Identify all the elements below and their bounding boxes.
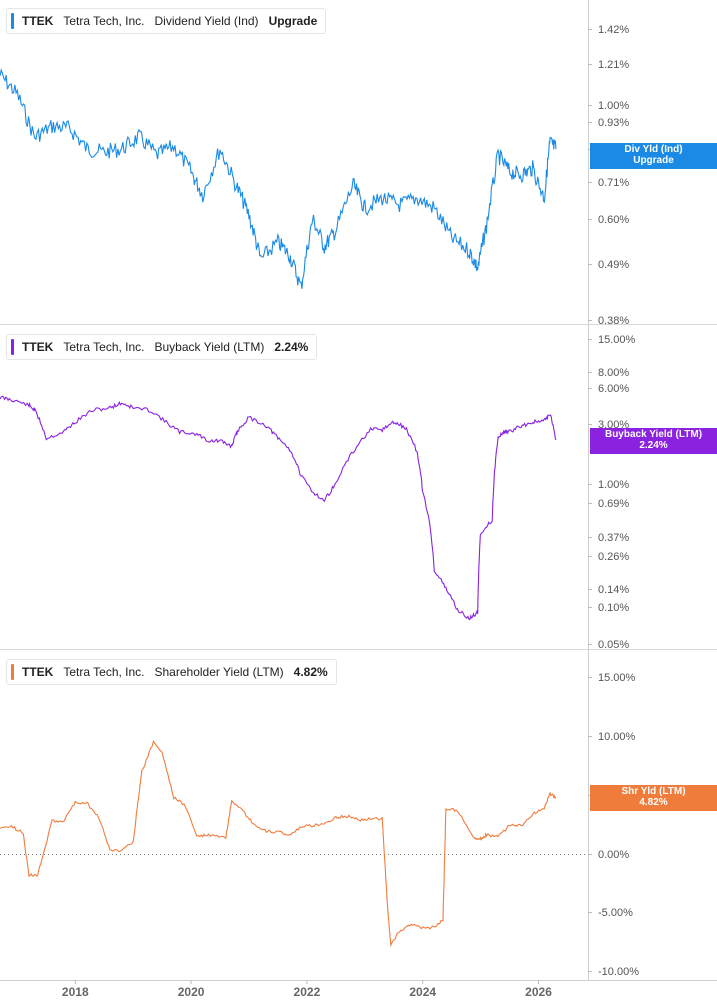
y-tick-label: 1.21% xyxy=(598,59,629,71)
legend-ticker: TTEK xyxy=(22,14,54,28)
legend-value: 2.24% xyxy=(274,340,309,354)
legend-shareholder-yield: TTEK Tetra Tech, Inc. Shareholder Yield … xyxy=(6,659,337,685)
tag-value: 2.24% xyxy=(639,440,668,451)
series-line-buyback-yield xyxy=(0,395,557,621)
x-tick-label: 2020 xyxy=(178,985,205,999)
x-tick-label: 2024 xyxy=(409,985,436,999)
y-tick-label: 0.60% xyxy=(598,214,629,226)
legend-ticker: TTEK xyxy=(22,665,54,679)
legend-metric: Shareholder Yield (LTM) xyxy=(154,665,284,679)
legend-dividend-yield: TTEK Tetra Tech, Inc. Dividend Yield (In… xyxy=(6,8,327,34)
series-color-swatch xyxy=(11,13,14,29)
y-tick-label: 0.69% xyxy=(598,498,629,510)
last-value-tag-dividend[interactable]: Div Yld (Ind) Upgrade xyxy=(590,143,717,169)
tag-label: Buyback Yield (LTM) xyxy=(604,429,703,440)
y-tick-label: 1.00% xyxy=(598,100,629,112)
y-tick-label: 1.00% xyxy=(598,479,629,491)
y-tick-label: 0.05% xyxy=(598,639,629,651)
legend-company: Tetra Tech, Inc. xyxy=(63,14,145,28)
y-tick-label: 0.14% xyxy=(598,584,629,596)
y-tick-label: 0.38% xyxy=(598,315,629,327)
y-tick-label: 1.42% xyxy=(598,24,629,36)
x-tick-label: 2026 xyxy=(525,985,552,999)
legend-value: 4.82% xyxy=(293,665,328,679)
y-tick-label: 0.49% xyxy=(598,259,629,271)
legend-value-upgrade[interactable]: Upgrade xyxy=(268,14,318,28)
y-tick-label: 0.00% xyxy=(598,849,629,861)
y-tick-label: -10.00% xyxy=(598,966,639,978)
y-tick-label: 15.00% xyxy=(598,334,636,346)
y-tick-label: 8.00% xyxy=(598,367,629,379)
legend-buyback-yield: TTEK Tetra Tech, Inc. Buyback Yield (LTM… xyxy=(6,334,318,360)
y-tick-label: 10.00% xyxy=(598,731,636,743)
tag-value: Upgrade xyxy=(633,155,674,166)
y-tick-label: 0.71% xyxy=(598,177,629,189)
legend-metric: Dividend Yield (Ind) xyxy=(154,14,259,28)
series-line-dividend-yield xyxy=(0,68,557,289)
legend-metric: Buyback Yield (LTM) xyxy=(154,340,265,354)
y-tick-label: 6.00% xyxy=(598,383,629,395)
series-color-swatch xyxy=(11,339,14,355)
y-tick-label: 0.37% xyxy=(598,532,629,544)
x-tick-label: 2022 xyxy=(294,985,321,999)
last-value-tag-shareholder: Shr Yld (LTM) 4.82% xyxy=(590,785,717,811)
y-tick-label: 15.00% xyxy=(598,672,636,684)
tag-label: Div Yld (Ind) xyxy=(624,144,683,155)
y-tick-label: 0.26% xyxy=(598,551,629,563)
series-line-shareholder-yield xyxy=(0,739,557,948)
legend-ticker: TTEK xyxy=(22,340,54,354)
y-tick-label: 0.93% xyxy=(598,117,629,129)
legend-company: Tetra Tech, Inc. xyxy=(63,665,145,679)
y-tick-label: -5.00% xyxy=(598,907,633,919)
tag-value: 4.82% xyxy=(639,797,668,808)
y-tick-label: 0.10% xyxy=(598,602,629,614)
x-tick-label: 2018 xyxy=(62,985,89,999)
legend-company: Tetra Tech, Inc. xyxy=(63,340,145,354)
series-color-swatch xyxy=(11,664,14,680)
last-value-tag-buyback: Buyback Yield (LTM) 2.24% xyxy=(590,428,717,454)
tag-label: Shr Yld (LTM) xyxy=(621,786,686,797)
